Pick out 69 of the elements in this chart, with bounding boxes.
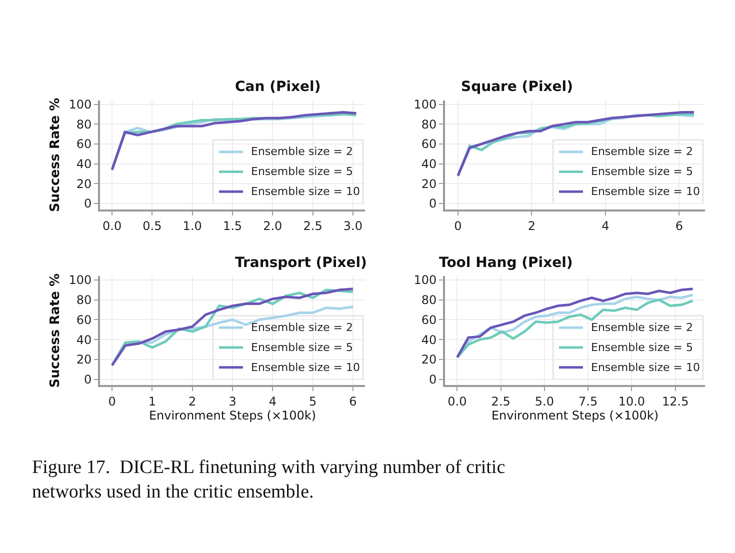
x-tick-label: 10.0 (618, 394, 646, 409)
x-tick-label: 1.5 (222, 218, 242, 233)
y-tick-label: 100 (68, 97, 92, 112)
y-tick-label: 40 (76, 332, 92, 347)
y-axis-title: Success Rate % (48, 98, 64, 212)
x-tick-label: 0.0 (102, 218, 122, 233)
legend-label: Ensemble size = 2 (591, 321, 693, 334)
x-tick-label: 2 (528, 218, 536, 233)
y-axis-title: Success Rate % (48, 274, 64, 388)
y-tick-label: 100 (414, 97, 437, 112)
legend-label: Ensemble size = 5 (591, 165, 693, 178)
x-tick-label: 0 (108, 394, 116, 409)
y-tick-label: 80 (76, 293, 92, 308)
y-tick-label: 80 (421, 117, 437, 132)
x-tick-label: 5.0 (534, 394, 554, 409)
x-tick-label: 0.0 (448, 394, 467, 409)
chart-title: Tool Hang (Pixel) (439, 255, 573, 271)
x-tick-label: 4 (602, 218, 610, 233)
y-tick-label: 0 (428, 372, 437, 386)
x-tick-label: 6 (349, 394, 357, 409)
y-tick-label: 80 (76, 117, 92, 132)
legend-label: Ensemble size = 5 (251, 165, 353, 178)
legend-label: Ensemble size = 5 (251, 341, 353, 354)
y-tick-label: 100 (414, 273, 437, 288)
y-tick-label: 60 (76, 137, 92, 152)
y-tick-label: 60 (76, 312, 92, 327)
chart-title: Transport (Pixel) (235, 255, 367, 271)
y-tick-label: 0 (84, 372, 92, 386)
legend-label: Ensemble size = 10 (251, 185, 360, 198)
legend-label: Ensemble size = 10 (251, 361, 360, 374)
y-tick-label: 20 (76, 176, 92, 191)
chart-title: Can (Pixel) (235, 79, 321, 95)
y-tick-label: 20 (421, 352, 437, 367)
x-tick-label: 0 (454, 218, 462, 233)
x-tick-label: 2 (188, 394, 196, 409)
y-tick-label: 0 (84, 196, 92, 211)
x-tick-label: 4 (268, 394, 276, 409)
legend-label: Ensemble size = 2 (251, 321, 353, 334)
x-tick-label: 1 (148, 394, 156, 409)
x-tick-label: 0.5 (142, 218, 162, 233)
y-tick-label: 60 (421, 312, 437, 327)
x-tick-label: 3.0 (343, 218, 362, 233)
y-tick-label: 20 (421, 176, 437, 191)
x-tick-label: 7.5 (578, 394, 598, 409)
legend-label: Ensemble size = 10 (591, 361, 700, 374)
x-axis-title: Environment Steps (×100k) (148, 408, 316, 423)
chart-title: Square (Pixel) (461, 79, 573, 95)
legend-label: Ensemble size = 2 (251, 145, 353, 158)
y-tick-label: 0 (428, 196, 437, 211)
x-tick-label: 3 (228, 394, 236, 409)
caption: Figure 17. DICE-RL finetuning with varying number of critic networks used in the critic ensemble. (32, 457, 506, 503)
y-tick-label: 40 (421, 332, 437, 347)
legend-label: Ensemble size = 5 (591, 341, 693, 354)
x-axis-title: Environment Steps (×100k) (491, 408, 659, 423)
legend-label: Ensemble size = 2 (591, 145, 693, 158)
y-tick-label: 20 (76, 352, 92, 367)
x-tick-label: 2.5 (491, 394, 510, 409)
y-tick-label: 40 (76, 157, 92, 172)
x-tick-label: 5 (308, 394, 317, 409)
x-tick-label: 6 (675, 218, 683, 233)
x-tick-label: 12.5 (662, 394, 689, 409)
x-tick-label: 2.5 (303, 218, 322, 233)
y-tick-label: 100 (68, 273, 92, 288)
x-tick-label: 2.0 (263, 218, 282, 233)
y-tick-label: 80 (421, 293, 437, 308)
x-tick-label: 1.0 (182, 218, 202, 233)
y-tick-label: 40 (421, 157, 437, 172)
y-tick-label: 60 (421, 137, 437, 152)
legend-label: Ensemble size = 10 (591, 185, 700, 198)
